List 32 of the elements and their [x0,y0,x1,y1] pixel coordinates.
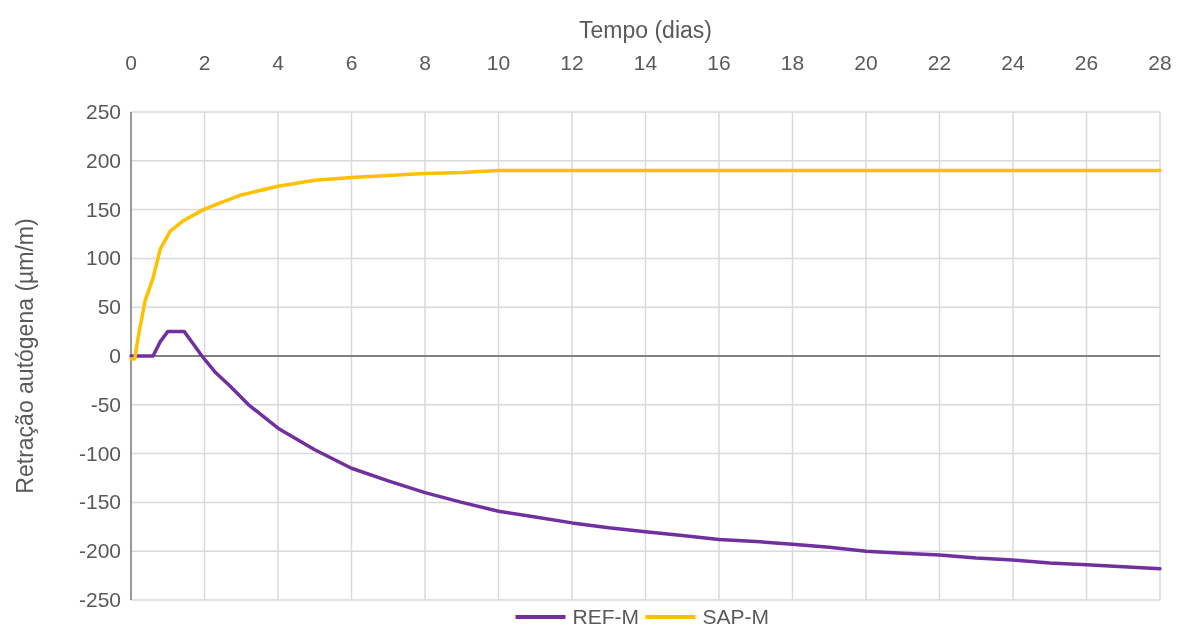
x-tick-label: 4 [272,51,285,74]
x-tick-label: 16 [707,51,731,74]
y-tick-label: -200 [78,539,121,563]
x-tick-label: 10 [486,51,511,74]
x-tick-label: 6 [345,51,358,74]
x-tick-label: 2 [198,51,211,74]
x-tick-label: 12 [560,51,584,74]
y-tick-label: 100 [85,246,121,270]
line-series [129,329,1162,571]
x-tick-label: 14 [633,51,658,74]
y-tick-label: 250 [85,100,121,123]
y-tick-label: 200 [85,148,121,172]
x-tick-label: 18 [780,51,805,74]
x-axis-title: Tempo (dias) [579,17,712,43]
legend-label: SAP-M [702,605,770,628]
legend-label: REF-M [572,605,639,628]
line-series [129,168,1162,361]
y-axis-title: Retração autógena (µm/m) [12,218,38,494]
y-tick-label: 0 [109,344,121,367]
y-tick-label: -50 [90,392,121,416]
x-tick-label: 20 [854,51,878,74]
x-tick-label: 0 [125,51,137,74]
x-tick-label: 24 [1001,51,1025,74]
x-tick-label: 22 [927,51,952,74]
y-tick-label: 150 [85,197,121,221]
x-tick-label: 26 [1074,51,1099,74]
x-tick-label: 28 [1148,51,1172,74]
y-tick-label: -250 [78,588,121,611]
y-tick-label: -150 [78,490,121,514]
x-tick-label: 8 [419,51,431,74]
y-tick-label: -100 [78,441,121,465]
y-tick-label: 50 [97,295,121,319]
